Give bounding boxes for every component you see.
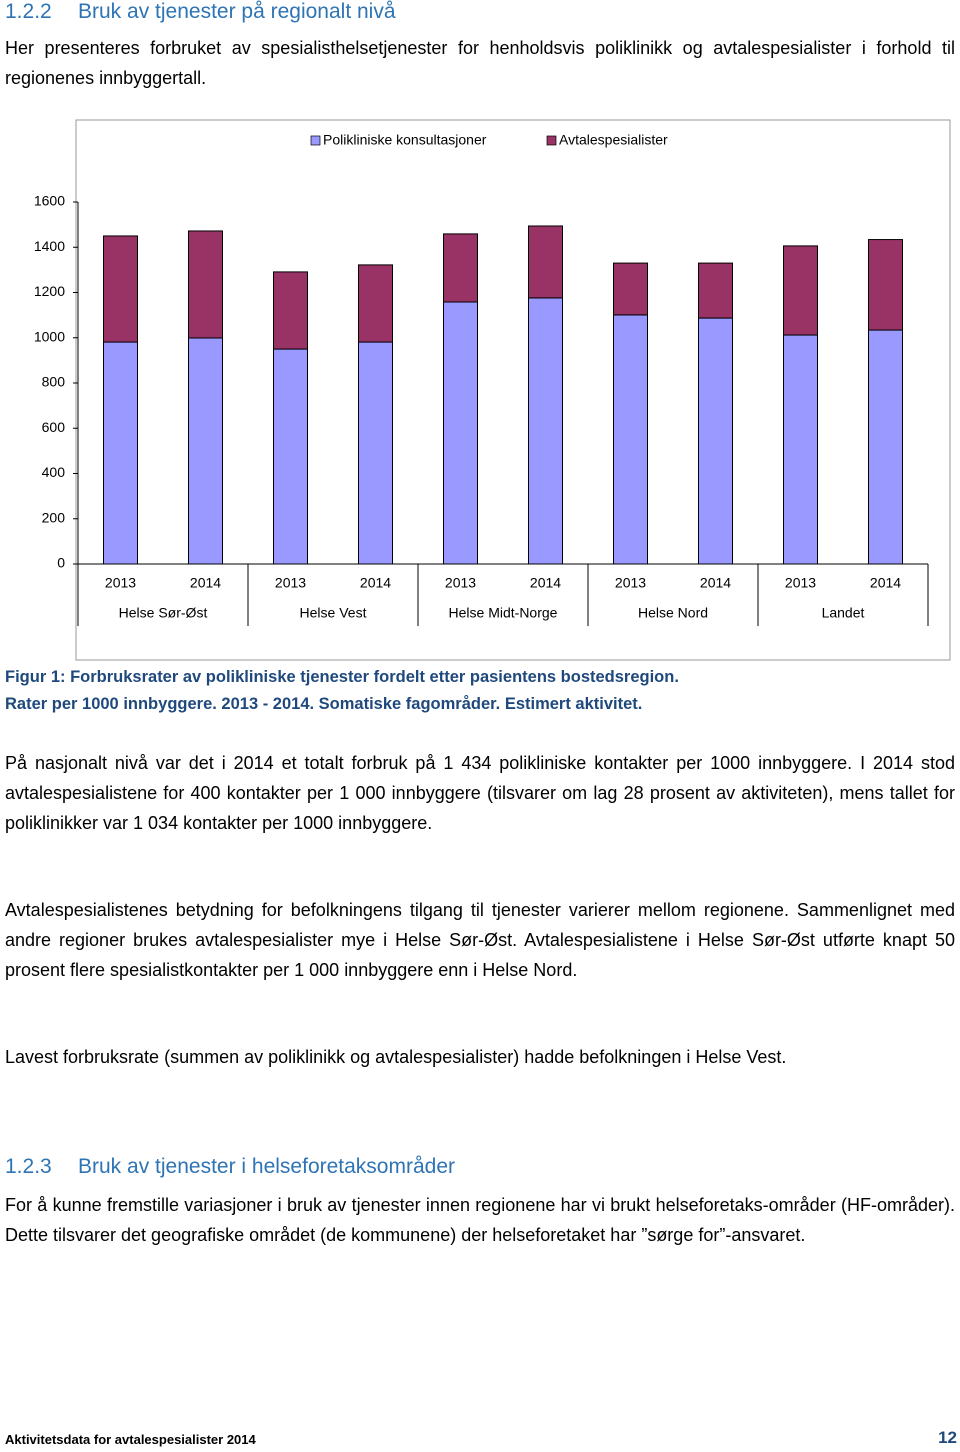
group-label: Helse Midt-Norge xyxy=(449,605,558,621)
y-tick-label: 800 xyxy=(42,374,66,390)
section-heading: 1.2.2 Bruk av tjenester på regionalt nivå xyxy=(5,0,396,24)
chart: Polikliniske konsultasjoner Avtalespesial… xyxy=(34,119,951,661)
bar-segment xyxy=(103,341,138,565)
x-tick-label: 2013 xyxy=(105,575,136,591)
bar-segment xyxy=(273,271,308,350)
x-tick-label: 2014 xyxy=(870,575,901,591)
page-number: 12 xyxy=(938,1428,957,1447)
section-number: 1.2.3 xyxy=(5,1155,52,1178)
section-title: Bruk av tjenester i helseforetaksområder xyxy=(78,1155,456,1178)
bar-segment xyxy=(188,230,223,339)
paragraph: Lavest forbruksrate (summen av poliklini… xyxy=(5,1047,787,1067)
group-label: Helse Sør-Øst xyxy=(119,605,208,621)
caption-line: Figur 1: Forbruksrater av polikliniske t… xyxy=(5,668,679,686)
legend-label: Avtalespesialister xyxy=(559,132,668,148)
y-tick-label: 400 xyxy=(42,464,66,480)
x-tick-label: 2013 xyxy=(615,575,646,591)
bar-segment xyxy=(868,239,903,331)
bar-segment xyxy=(528,225,563,299)
section-heading: 1.2.3 Bruk av tjenester i helseforetaksom… xyxy=(5,1155,455,1179)
bar-segment xyxy=(783,334,818,565)
y-tick-label: 200 xyxy=(42,509,66,525)
x-tick-label: 2014 xyxy=(700,575,731,591)
figure-caption: Figur 1: Forbruksrater av polikliniske t… xyxy=(5,664,955,718)
x-tick-label: 2013 xyxy=(275,575,306,591)
bar-segment xyxy=(783,245,818,336)
group-label: Helse Nord xyxy=(638,605,708,621)
bar-segment xyxy=(358,341,393,565)
x-tick-label: 2014 xyxy=(190,575,221,591)
x-tick-label: 2014 xyxy=(360,575,391,591)
legend-swatch xyxy=(310,135,321,146)
y-tick-label: 1600 xyxy=(34,193,65,209)
caption-line: Rater per 1000 innbyggere. 2013 - 2014. … xyxy=(5,695,643,713)
y-tick-label: 600 xyxy=(42,419,66,435)
group-label: Landet xyxy=(822,605,865,621)
legend-swatch xyxy=(546,135,557,146)
bar-segment xyxy=(358,264,393,343)
legend-label: Polikliniske konsultasjoner xyxy=(323,132,487,148)
bar-segment xyxy=(698,262,733,319)
x-tick-label: 2013 xyxy=(445,575,476,591)
y-tick-label: 1200 xyxy=(34,283,65,299)
bar-segment xyxy=(103,235,138,343)
paragraph: Avtalespesialistenes betydning for befol… xyxy=(5,900,955,980)
bar-segment xyxy=(698,317,733,565)
group-label: Helse Vest xyxy=(300,605,367,621)
bar-segment xyxy=(613,262,648,316)
paragraph: På nasjonalt nivå var det i 2014 et tota… xyxy=(5,753,955,833)
bar-segment xyxy=(443,301,478,565)
footer-text: Aktivitetsdata for avtalespesialister 20… xyxy=(5,1432,256,1447)
bar-segment xyxy=(613,314,648,565)
bar-segment xyxy=(273,348,308,565)
bar-segment xyxy=(443,233,478,303)
section-number: 1.2.2 xyxy=(5,0,52,23)
bar-segment xyxy=(528,297,563,565)
x-tick-label: 2014 xyxy=(530,575,561,591)
bar-segment xyxy=(188,337,223,565)
y-tick-label: 0 xyxy=(57,555,65,571)
intro: Her presenteres forbruket av spesialisth… xyxy=(5,38,955,88)
y-tick-label: 1400 xyxy=(34,238,65,254)
intro: For å kunne fremstille variasjoner i bru… xyxy=(5,1195,955,1245)
y-tick-label: 1000 xyxy=(34,328,65,344)
bar-segment xyxy=(868,329,903,565)
x-tick-label: 2013 xyxy=(785,575,816,591)
section-title: Bruk av tjenester på regionalt nivå xyxy=(78,0,396,23)
